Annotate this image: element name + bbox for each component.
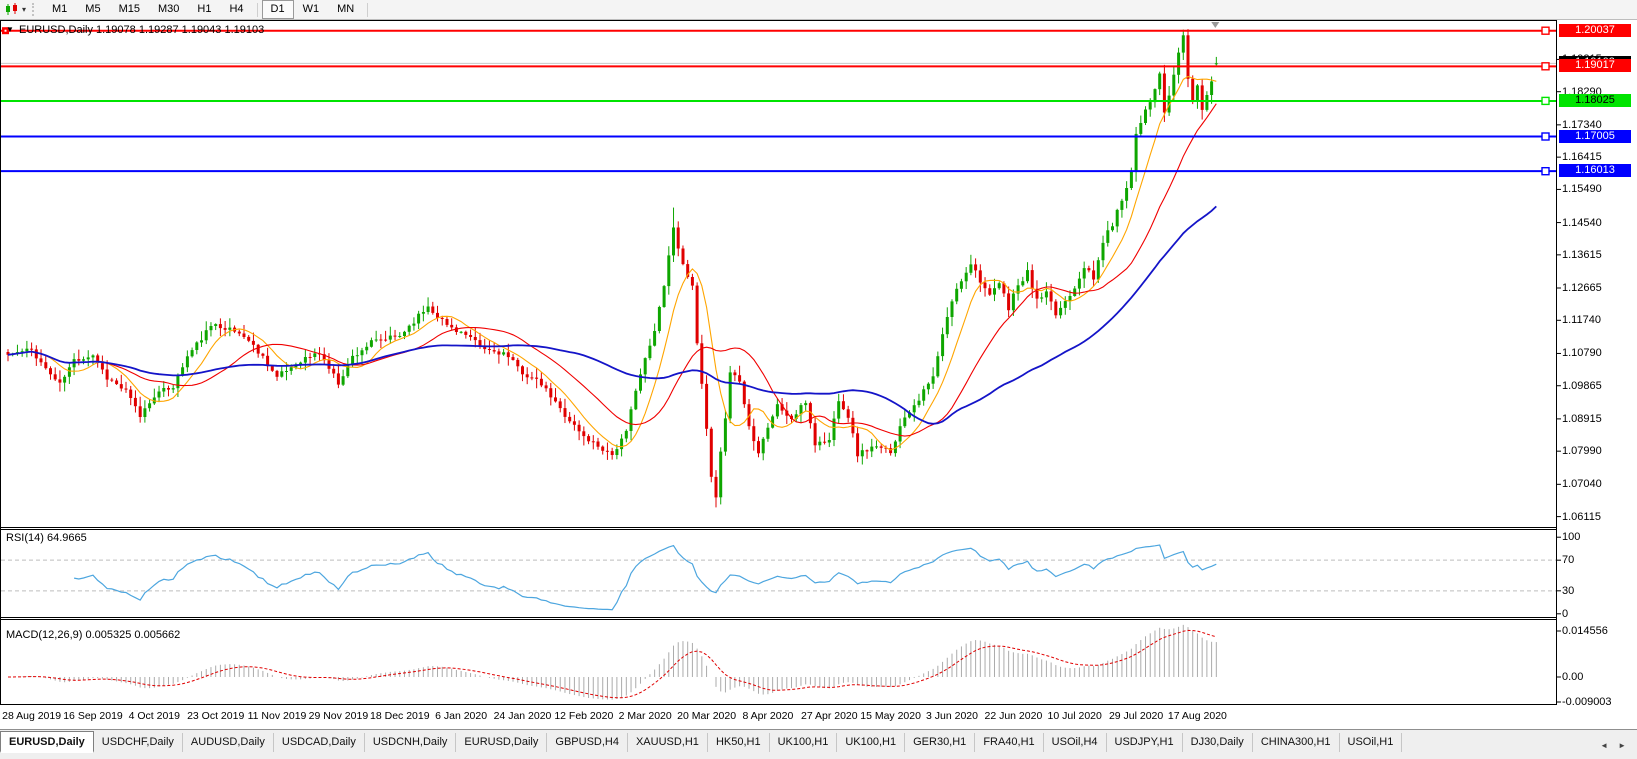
tab-eurusd-daily-0[interactable]: EURUSD,Daily (0, 731, 94, 753)
tab-china300-h1-16[interactable]: CHINA300,H1 (1253, 733, 1340, 752)
date-label: 3 Jun 2020 (926, 710, 978, 722)
y-axis-tick-label: 1.16415 (1562, 151, 1602, 164)
date-label: 12 Feb 2020 (554, 710, 614, 722)
chart-tab-bar: EURUSD,Daily USDCHF,Daily AUDUSD,Daily USDC… (0, 729, 1637, 759)
tab-xauusd-h1-7[interactable]: XAUUSD,H1 (628, 733, 708, 752)
timeframe-button-m5[interactable]: M5 (85, 3, 101, 15)
chart-type-button[interactable]: ▾ (0, 3, 29, 16)
tab-uk100-h1-10[interactable]: UK100,H1 (837, 733, 906, 752)
rsi-tick-label: 30 (1562, 584, 1575, 597)
date-label: 22 Jun 2020 (984, 710, 1043, 722)
date-label: 16 Sep 2019 (63, 710, 123, 722)
y-axis-tick-label: 1.10790 (1562, 347, 1602, 360)
y-axis-tick-label: 1.15490 (1562, 183, 1602, 196)
y-axis-tick-label: 1.08915 (1562, 412, 1602, 425)
y-axis-tick-label: 1.12665 (1562, 282, 1602, 294)
y-axis-tick-label: 1.14540 (1562, 216, 1602, 229)
macd-tick-label: -0.009003 (1562, 696, 1612, 708)
chart-tabs: EURUSD,Daily USDCHF,Daily AUDUSD,Daily USDC… (0, 730, 1403, 753)
price-line-label-1-20037[interactable]: 1.20037 (1559, 23, 1631, 37)
toolbar-grip[interactable] (32, 3, 38, 16)
price-line-label-1-16013[interactable]: 1.16013 (1559, 164, 1631, 178)
toolbar-separator (367, 2, 369, 17)
macd-tick-label: 0.00 (1562, 671, 1584, 683)
rsi-tick-label: 70 (1562, 554, 1575, 567)
candlestick-chart-icon (6, 3, 17, 15)
timeframe-button-d1[interactable]: D1 (261, 0, 294, 19)
date-label: 28 Aug 2019 (2, 710, 62, 722)
tab-usdcad-daily-3[interactable]: USDCAD,Daily (274, 733, 365, 752)
tab-usoil-h4-13[interactable]: USOil,H4 (1044, 733, 1107, 752)
chevron-down-icon: ▾ (22, 5, 27, 14)
y-axis-tick-label: 1.11740 (1562, 314, 1601, 327)
date-label: 17 Aug 2020 (1167, 710, 1227, 722)
date-label: 2 Mar 2020 (618, 710, 672, 722)
tab-usdchf-daily-1[interactable]: USDCHF,Daily (94, 733, 183, 752)
timeframe-button-mn[interactable]: MN (337, 3, 355, 15)
tab-usoil-h1-17[interactable]: USOil,H1 (1340, 733, 1403, 752)
chart-canvas[interactable] (0, 0, 1637, 729)
macd-indicator-label: MACD(12,26,9) 0.005325 0.005662 (6, 629, 181, 641)
rsi-indicator-label: RSI(14) 64.9665 (6, 532, 87, 544)
tab-scroll-left-icon[interactable]: ◄ (1600, 740, 1609, 750)
date-label: 27 Apr 2020 (800, 710, 858, 722)
timeframe-toolbar: ▾ M1 M5 M15 M30 H1 H4 D1 W1 MN (0, 0, 1637, 20)
y-axis-tick-label: 1.09865 (1562, 379, 1602, 392)
date-label: 6 Jan 2020 (435, 710, 488, 722)
date-label: 18 Dec 2019 (370, 710, 430, 722)
tab-audusd-daily-2[interactable]: AUDUSD,Daily (183, 733, 274, 752)
timeframe-button-h4[interactable]: H4 (229, 3, 244, 15)
price-line-label-1-18025[interactable]: 1.18025 (1559, 93, 1631, 107)
chart-collapse-icon[interactable]: ▼ (6, 25, 14, 34)
y-axis-tick-label: 1.17340 (1562, 118, 1602, 131)
rsi-tick-label: 0 (1562, 607, 1569, 620)
date-label: 29 Jul 2020 (1108, 710, 1164, 722)
date-label: 23 Oct 2019 (187, 710, 245, 722)
date-label: 8 Apr 2020 (742, 710, 794, 722)
timeframe-button-h1[interactable]: H1 (197, 3, 212, 15)
date-label: 4 Oct 2019 (128, 710, 180, 722)
tab-usdcnh-daily-4[interactable]: USDCNH,Daily (365, 733, 457, 752)
chart-title: EURUSD,Daily 1.19078 1.19287 1.19043 1.1… (19, 24, 265, 36)
tab-dj30-daily-15[interactable]: DJ30,Daily (1183, 733, 1253, 752)
tab-eurusd-daily-5[interactable]: EURUSD,Daily (456, 733, 548, 752)
price-line-label-1-17005[interactable]: 1.17005 (1559, 129, 1631, 143)
date-label: 24 Jan 2020 (493, 710, 552, 722)
date-label: 29 Nov 2019 (308, 710, 369, 722)
date-label: 11 Nov 2019 (247, 710, 307, 722)
date-label: 15 May 2020 (860, 710, 921, 722)
price-line-label-1-19017[interactable]: 1.19017 (1559, 59, 1631, 73)
tab-fra40-h1-12[interactable]: FRA40,H1 (975, 733, 1044, 752)
tab-scroll-right-icon[interactable]: ► (1618, 740, 1626, 750)
tab-usdjpy-h1-14[interactable]: USDJPY,H1 (1107, 733, 1183, 752)
y-axis-tick-label: 1.07040 (1562, 478, 1602, 491)
date-label: 10 Jul 2020 (1047, 710, 1102, 722)
tab-scroll-controls: ◄ ► (1595, 730, 1637, 759)
timeframe-button-w1[interactable]: W1 (302, 3, 320, 15)
timeframe-button-m30[interactable]: M30 (157, 3, 180, 15)
y-axis-tick-label: 1.07990 (1562, 445, 1602, 458)
date-label: 20 Mar 2020 (677, 710, 737, 722)
macd-tick-label: 0.014556 (1562, 625, 1608, 637)
tab-gbpusd-h4-6[interactable]: GBPUSD,H4 (547, 733, 628, 752)
timeframe-button-m1[interactable]: M1 (52, 3, 68, 15)
rsi-tick-label: 100 (1562, 531, 1581, 544)
tab-hk50-h1-8[interactable]: HK50,H1 (708, 733, 770, 752)
y-axis-tick-label: 1.13615 (1562, 248, 1602, 261)
tab-ger30-h1-11[interactable]: GER30,H1 (905, 733, 976, 752)
timeframe-button-m15[interactable]: M15 (118, 3, 140, 15)
tab-uk100-h1-9[interactable]: UK100,H1 (770, 733, 838, 752)
y-axis-tick-label: 1.06115 (1562, 510, 1601, 523)
timeframe-buttons: M1 M5 M15 M30 H1 H4 D1 W1 MN (43, 0, 363, 19)
toolbar-separator (256, 2, 258, 17)
